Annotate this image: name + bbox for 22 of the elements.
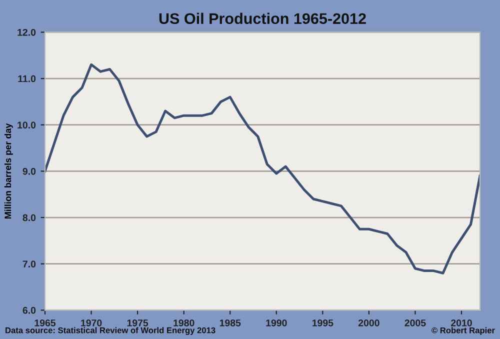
y-axis-title: Million barrels per day xyxy=(4,123,13,218)
x-tick-label: 2000 xyxy=(358,319,380,326)
text: © Robert Rapier xyxy=(432,327,495,335)
x-tick-label: 1975 xyxy=(127,319,148,326)
x-tick-label: 1990 xyxy=(266,319,287,326)
x-tick-label: 1985 xyxy=(220,319,241,326)
y-tick-label: 11.0 xyxy=(18,75,36,82)
x-tick-label: 1995 xyxy=(312,319,334,326)
y-tick-label: 7.0 xyxy=(22,260,36,268)
y-tick-label: 6.0 xyxy=(22,306,36,314)
x-tick-label: 2010 xyxy=(451,319,472,326)
x-tick-label: 1970 xyxy=(81,319,102,326)
chart-title: US Oil Production 1965-2012 xyxy=(159,12,366,24)
x-tick-label: 1980 xyxy=(174,319,194,326)
line-series xyxy=(45,63,480,274)
source-note: Data source: Statistical Review of World Energy 2013 xyxy=(6,327,216,335)
x-tick-label: 1965 xyxy=(34,319,56,326)
y-tick-label: 10.0 xyxy=(18,122,36,128)
y-tick-label: 8.0 xyxy=(22,214,36,222)
x-tick-label: 2005 xyxy=(404,319,426,326)
y-tick-label: 9.0 xyxy=(22,168,36,175)
y-tick-label: 12.0 xyxy=(18,28,36,36)
